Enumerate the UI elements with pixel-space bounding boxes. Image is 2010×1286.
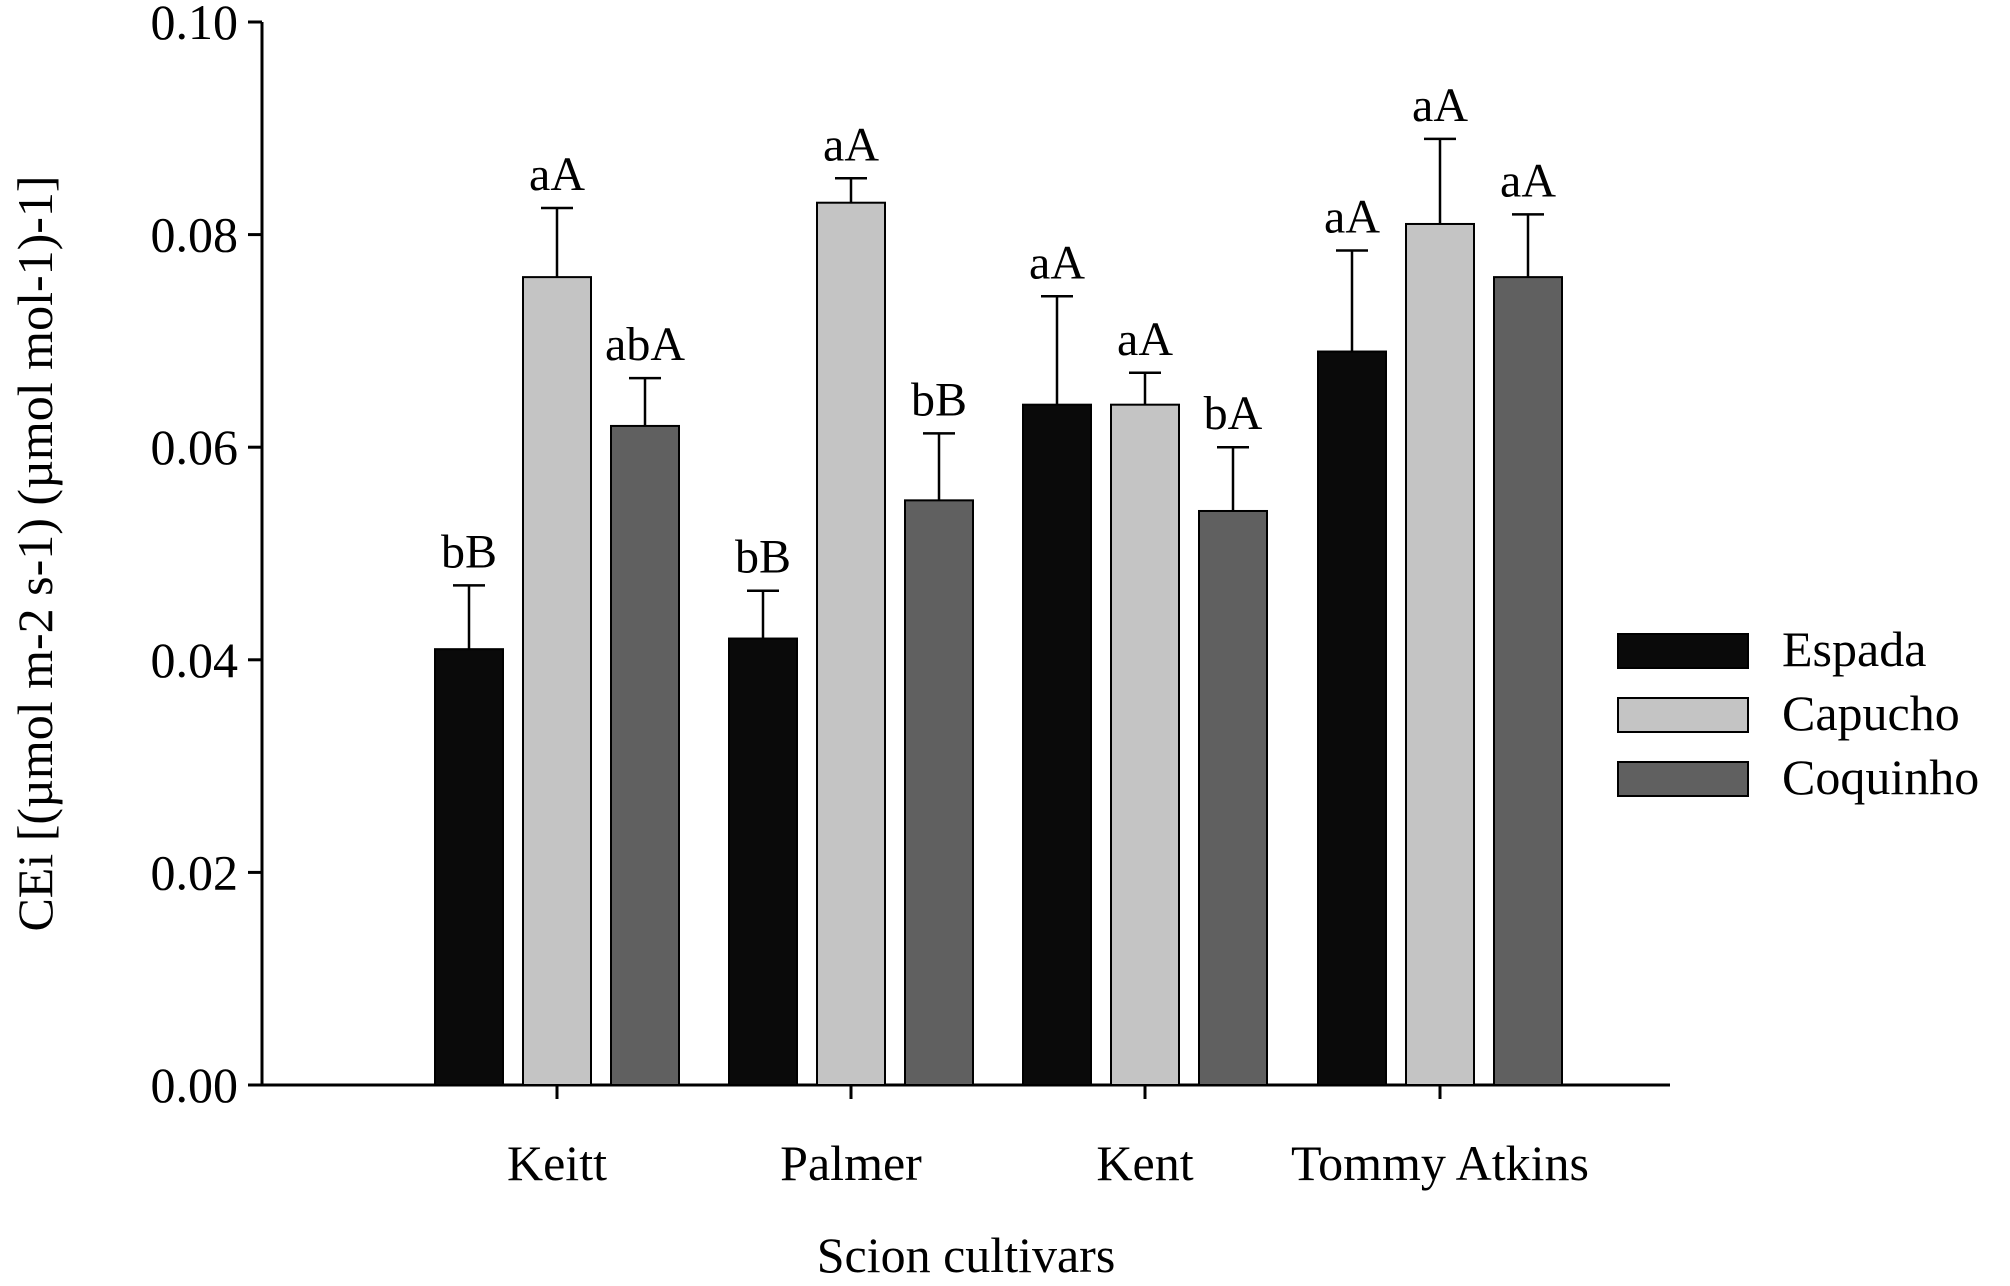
bar [522,276,592,1086]
bar [1493,276,1563,1086]
x-axis-ticks: Keitt Palmer Kent Tommy Atkins [507,1085,1589,1191]
legend-swatch [1617,697,1749,733]
legend-swatch [1617,633,1749,669]
bar [1317,350,1387,1086]
data-label: aA [1412,79,1468,132]
bar [728,637,798,1086]
data-label: aA [1117,313,1173,366]
data-label: aA [823,118,879,171]
bar [434,648,504,1086]
data-label: bB [911,373,967,426]
x-tick-label: Keitt [507,1135,607,1191]
y-tick-label: 0.00 [151,1057,239,1113]
y-tick-label: 0.10 [151,0,239,50]
bar [816,201,886,1086]
data-label: aA [1029,236,1085,289]
y-tick-label: 0.06 [151,419,239,475]
data-label: aA [529,148,585,201]
bar [904,499,974,1087]
legend-label: Coquinho [1782,749,1979,805]
bar [1198,509,1268,1087]
data-label: aA [1500,154,1556,207]
x-axis-title: Scion cultivars [817,1227,1116,1283]
data-label: bB [735,531,791,584]
bar [1110,403,1180,1086]
data-label: bB [441,525,497,578]
data-label: bA [1204,387,1263,440]
x-tick-label: Tommy Atkins [1291,1135,1589,1191]
y-axis-title: CEi [(µmol m-2 s-1) (µmol mol-1)-1] [7,175,63,931]
bar [1405,222,1475,1087]
x-tick-label: Kent [1096,1135,1193,1191]
y-axis-ticks: 0.00 0.02 0.04 0.06 0.08 0.10 [151,0,262,1113]
bar [610,424,680,1086]
legend-label: Espada [1782,621,1926,677]
legend: Espada Capucho Coquinho [1617,621,1979,805]
y-tick-label: 0.02 [151,844,239,900]
bar [1022,403,1092,1086]
x-tick-label: Palmer [780,1135,922,1191]
bars: bB aA abA bB aA bB aA aA bA aA aA aA [434,79,1563,1087]
y-tick-label: 0.04 [151,632,239,688]
data-label: abA [605,318,685,371]
y-tick-label: 0.08 [151,207,239,263]
legend-swatch [1617,761,1749,797]
legend-label: Capucho [1782,685,1960,741]
data-label: aA [1324,191,1380,244]
